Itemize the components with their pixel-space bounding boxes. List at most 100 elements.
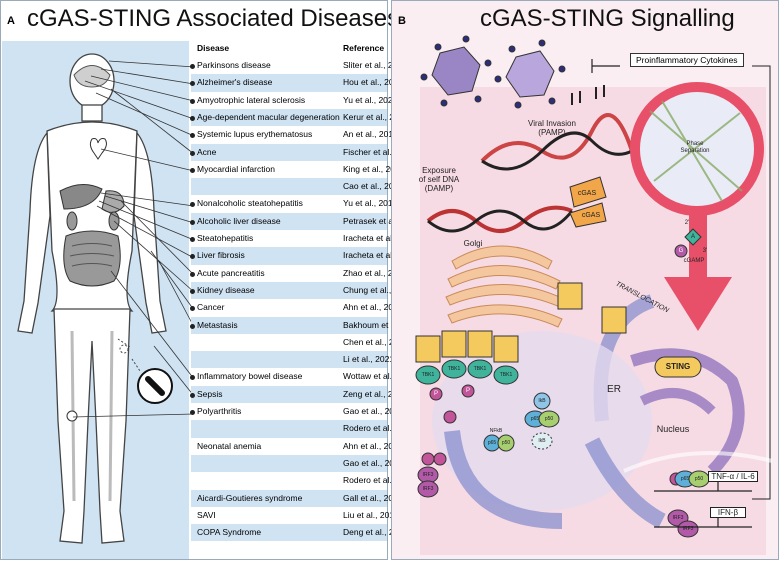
disease-name: Kidney disease (197, 284, 255, 295)
human-body-illustration (17, 53, 173, 544)
pointer-dot-icon (190, 115, 195, 121)
table-row: Chen et al., 2016 (191, 334, 408, 351)
pointer-dot-icon (190, 288, 195, 294)
reference: Chen et al., 2016 (343, 336, 408, 347)
irf3-label: IRF3 (422, 486, 434, 492)
table-row: Neonatal anemia Ahn et al., 2012 (191, 438, 403, 455)
ikb-label: IkB (538, 438, 546, 444)
disease-name: Age-dependent macular degeneration (197, 111, 340, 122)
tbk1-label: TBK1 (499, 372, 513, 378)
panel-a: A cGAS-STING Associated Diseases (0, 0, 423, 560)
reference: Zeng et al., 2017 (343, 388, 407, 399)
disease-name: Neonatal anemia (197, 440, 262, 451)
ikb-label: IkB (538, 398, 546, 404)
reference: Zhao et al., 2018 (343, 267, 407, 278)
reference: Rodero et al., 2017 (343, 475, 416, 486)
table-row: Alcoholic liver disease Petrasek et al., … (190, 212, 421, 230)
tbk1-label: TBK1 (421, 372, 435, 378)
panel-title: cGAS-STING Associated Diseases (27, 5, 400, 32)
sting-label: STING (665, 362, 691, 371)
cgamp-3-label: 3' (702, 248, 708, 254)
disease-name: Steatohepatitis (197, 233, 254, 243)
irf3-label: IRF3 (682, 526, 694, 532)
reference: An et al., 2017 (343, 129, 398, 140)
pointer-dot-icon (190, 254, 195, 260)
signalling-diagram (415, 35, 773, 555)
disease-name: Aicardi-Goutieres syndrome (197, 492, 303, 503)
irf3-label: IRF3 (422, 472, 434, 478)
header-reference: Reference (343, 43, 385, 53)
reference: Gao et al., 2015 (343, 457, 404, 468)
table-row: Age-dependent macular degeneration Kerur … (190, 108, 408, 127)
p65-label: p65 (680, 476, 690, 482)
cgas-label: cGAS (577, 190, 597, 197)
reference: Hou et al., 2021 (343, 77, 404, 88)
disease-name: Parkinsons disease (197, 60, 271, 70)
panel-b: B cGAS-STING Signalling (391, 0, 779, 560)
proinflammatory-cytokines-label: Proinflammatory Cytokines (630, 53, 744, 67)
p50-label: p50 (544, 416, 554, 422)
reference: Gao et al., 2015 (343, 406, 404, 416)
reference: Fischer et al., 2020 (343, 146, 416, 157)
nucleus-label: Nucleus (656, 424, 690, 434)
p65-label: p65 (487, 440, 497, 446)
pointer-dot-icon (190, 98, 195, 104)
table-row: Alzheimer's disease Hou et al., 2021 (190, 74, 403, 92)
body-illustration-area (2, 41, 189, 559)
cgamp-2-label: 2' (684, 220, 690, 226)
pointer-dot-icon (190, 306, 195, 312)
cgas-label: cGAS (581, 212, 601, 219)
reference: Yu et al., 2020 (343, 94, 398, 105)
table-row: Metastasis Bakhoum et al., 2018 (190, 316, 423, 334)
p-label: P (433, 391, 438, 397)
self-dna-label: Exposure of self DNA (DAMP) (418, 166, 460, 193)
reference: Iracheta et al., 2016 (343, 250, 419, 261)
reference: Rodero et al., 2017 (343, 423, 416, 434)
disease-name: Amyotrophic lateral sclerosis (197, 94, 306, 105)
panel-title: cGAS-STING Signalling (480, 5, 735, 32)
disease-name: Alcoholic liver disease (197, 215, 281, 226)
pointer-dot-icon (190, 392, 195, 398)
table-row: Sepsis Zeng et al., 2017 (190, 385, 407, 403)
reference: Deng et al., 2020 (343, 527, 408, 538)
pointer-dot-icon (190, 410, 195, 415)
a-label: A (690, 234, 695, 240)
pointer-dot-icon (190, 237, 195, 242)
reference: Chung et al., 2019 (343, 284, 413, 295)
table-row: Nonalcoholic steatohepatitis Yu et al., 2… (190, 195, 397, 212)
ifn-beta-label: IFN-β (710, 507, 746, 518)
table-row: Cao et al., 2018 (191, 178, 403, 196)
p-label: P (465, 388, 470, 394)
pointer-dot-icon (190, 219, 195, 225)
table-row: Acute pancreatitis Zhao et al., 2018 (190, 265, 407, 282)
disease-name: Acute pancreatitis (197, 267, 265, 278)
pointer-dot-icon (190, 81, 195, 87)
virus-icon (420, 35, 566, 109)
reference: Wottaw et al., 2021 (343, 371, 416, 382)
table-row: Polyarthritis Gao et al., 2015 (190, 403, 404, 420)
tbk1-label: TBK1 (447, 366, 461, 372)
pointer-dot-icon (190, 202, 195, 208)
disease-name: Polyarthritis (197, 406, 242, 416)
tbk1-label: TBK1 (473, 366, 487, 372)
reference: Gall et al., 2012 (343, 492, 403, 503)
golgi-label: Golgi (463, 239, 483, 248)
pointer-dot-icon (190, 375, 195, 381)
panel-label: A (7, 15, 15, 27)
reference: Sliter et al., 2018 (343, 60, 407, 70)
pointer-dot-icon (190, 150, 195, 156)
table-row: Aicardi-Goutieres syndrome Gall et al., 2… (191, 489, 403, 507)
table-row: Acne Fischer et al., 2020 (190, 143, 415, 161)
reference: Iracheta et al., 2016 (343, 233, 419, 243)
reference: Liu et al., 2014 (343, 509, 399, 520)
disease-name: Inflammatory bowel disease (197, 371, 303, 382)
reference: King et al., 2017 (343, 163, 405, 174)
reference: Cao et al., 2018 (343, 181, 404, 192)
tnf-il6-label: TNF-α / IL-6 (708, 471, 758, 482)
table-row: Parkinsons disease Sliter et al., 2018 (190, 57, 407, 74)
table-row: Kidney disease Chung et al., 2019 (190, 281, 412, 300)
reference: Yu et al., 2019 (343, 198, 398, 209)
disease-name: Acne (197, 146, 217, 157)
pointer-dot-icon (190, 167, 195, 173)
cgamp-label: cGAMP (683, 258, 705, 264)
